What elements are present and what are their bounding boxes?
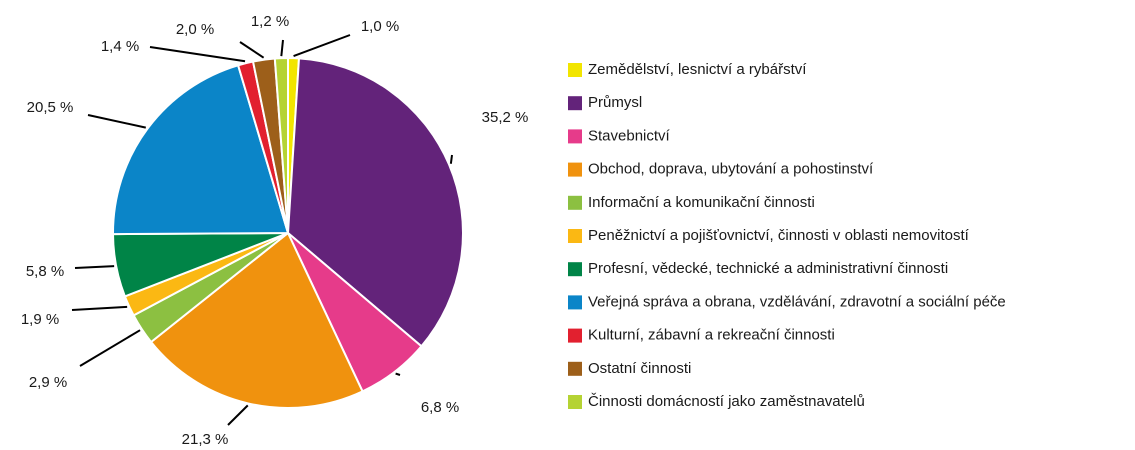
legend-swatch <box>568 195 582 210</box>
value-label: 6,8 % <box>421 399 459 416</box>
legend-swatch <box>568 395 582 409</box>
value-label: 1,9 % <box>21 311 59 328</box>
leader-line <box>280 39 284 57</box>
value-label: 5,8 % <box>26 263 64 280</box>
leader-line <box>149 46 246 63</box>
legend-label: Kulturní, zábavní a rekreační činnosti <box>588 327 835 344</box>
value-label: 1,4 % <box>101 38 139 55</box>
value-label: 35,2 % <box>482 109 529 126</box>
legend-swatch <box>568 295 582 310</box>
legend-swatch <box>568 328 582 343</box>
pie-slice <box>112 64 290 236</box>
value-label: 2,0 % <box>176 21 214 38</box>
legend-label: Průmysl <box>588 94 642 111</box>
pie-slice <box>273 56 289 234</box>
legend-swatch <box>568 361 582 376</box>
legend-swatch <box>568 129 582 144</box>
leader-line <box>239 41 265 59</box>
leader-line <box>74 265 115 269</box>
pie-slice <box>286 57 464 348</box>
legend-swatch <box>568 262 582 277</box>
value-label: 20,5 % <box>27 99 74 116</box>
legend-label: Profesní, vědecké, technické a administr… <box>588 260 948 277</box>
leader-line <box>71 305 128 311</box>
legend-label: Obchod, doprava, ubytování a pohostinstv… <box>588 161 874 178</box>
leader-line <box>293 34 351 58</box>
legend-swatch <box>568 229 582 243</box>
leader-line <box>227 404 249 426</box>
legend-label: Veřejná správa a obrana, vzdělávání, zdr… <box>588 293 1006 310</box>
value-label: 21,3 % <box>182 431 229 448</box>
legend-label: Stavebnictví <box>588 127 671 144</box>
legend-label: Zemědělství, lesnictví a rybářství <box>588 61 807 78</box>
leader-line <box>449 154 453 164</box>
pie-slice <box>149 231 364 409</box>
legend-swatch <box>568 96 582 111</box>
leader-line <box>79 329 141 367</box>
value-label: 1,2 % <box>251 13 289 30</box>
legend-label: Činnosti domácností jako zaměstnavatelů <box>588 393 865 410</box>
leader-line <box>87 114 147 129</box>
leader-line <box>395 372 401 376</box>
legend-label: Informační a komunikační činnosti <box>588 194 815 211</box>
legend-label: Ostatní činnosti <box>588 360 691 377</box>
value-label: 1,0 % <box>361 18 399 35</box>
legend-label: Peněžnictví a pojišťovnictví, činnosti v… <box>588 227 970 244</box>
legend-swatch <box>568 162 582 177</box>
value-label: 2,9 % <box>29 374 67 391</box>
legend-swatch <box>568 63 582 77</box>
